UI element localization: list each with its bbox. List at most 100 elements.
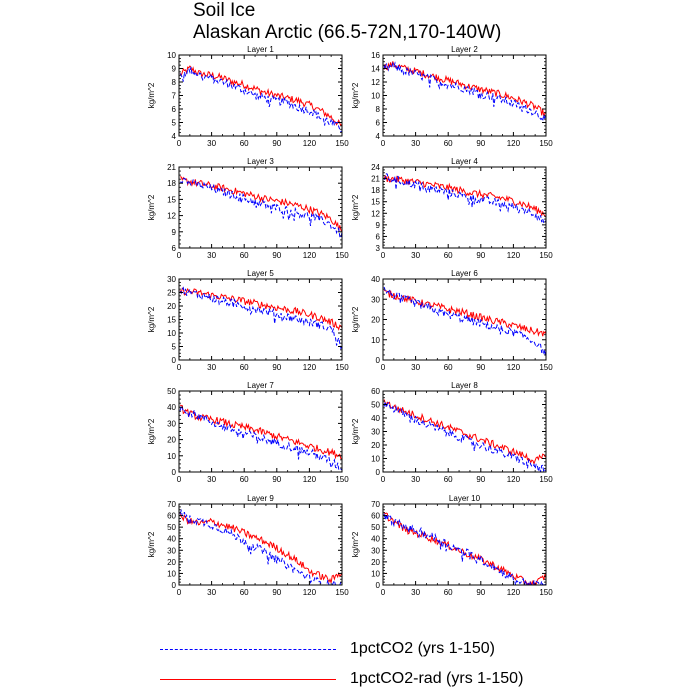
legend-swatch-1pctco2-rad (160, 679, 336, 680)
x-tick-label: 60 (240, 139, 249, 148)
panel-title: Layer 10 (449, 494, 481, 503)
x-tick-label: 90 (272, 363, 281, 372)
x-tick-label: 30 (411, 475, 420, 484)
y-tick-label: 20 (167, 436, 176, 445)
x-tick-label: 30 (207, 588, 216, 597)
x-tick-label: 90 (476, 139, 485, 148)
y-tick-label: 12 (167, 212, 176, 221)
chart-subtitle: Alaskan Arctic (66.5-72N,170-140W) (193, 22, 502, 43)
x-tick-label: 0 (177, 475, 182, 484)
y-tick-label: 15 (167, 316, 176, 325)
y-tick-label: 10 (371, 569, 380, 578)
x-tick-label: 60 (240, 251, 249, 260)
y-tick-label: 20 (167, 302, 176, 311)
y-tick-label: 40 (371, 414, 380, 423)
x-tick-label: 120 (507, 139, 521, 148)
x-tick-label: 90 (272, 139, 281, 148)
y-tick-label: 50 (371, 401, 380, 410)
series-1pctco2-line (180, 177, 342, 240)
x-tick-label: 120 (507, 251, 521, 260)
y-tick-label: 5 (172, 119, 177, 128)
x-tick-label: 90 (272, 475, 281, 484)
x-tick-label: 30 (411, 363, 420, 372)
x-tick-label: 0 (177, 363, 182, 372)
plot-frame (178, 390, 343, 473)
series-1pctco2-line (383, 173, 546, 224)
x-tick-label: 30 (207, 363, 216, 372)
x-tick-label: 120 (303, 139, 317, 148)
y-tick-label: 10 (371, 92, 380, 101)
y-tick-label: 40 (167, 535, 176, 544)
x-tick-label: 30 (411, 251, 420, 260)
y-tick-label: 24 (371, 163, 380, 172)
legend-swatch-1pctco2 (160, 649, 336, 650)
series-1pctco2-rad-line (383, 511, 546, 585)
plot-frame (382, 278, 547, 361)
x-tick-label: 120 (303, 588, 317, 597)
x-tick-label: 60 (240, 363, 249, 372)
x-tick-label: 90 (476, 588, 485, 597)
series-1pctco2-rad-line (383, 61, 546, 117)
y-tick-label: 6 (376, 232, 381, 241)
y-axis-label: kg/m^2 (147, 418, 156, 444)
y-tick-label: 70 (371, 500, 380, 509)
legend-label-1pctco2-rad: 1pctCO2-rad (yrs 1-150) (350, 670, 524, 687)
y-tick-label: 8 (172, 78, 177, 87)
y-tick-label: 30 (167, 546, 176, 555)
series-1pctco2-line (179, 286, 342, 350)
series-1pctco2-line (383, 61, 546, 123)
y-axis-label: kg/m^2 (351, 82, 360, 108)
x-tick-label: 150 (335, 588, 349, 597)
y-tick-label: 30 (371, 295, 380, 304)
y-tick-label: 60 (371, 387, 380, 396)
series-1pctco2-line (383, 513, 546, 585)
y-tick-label: 18 (371, 186, 380, 195)
panel-title: Layer 2 (451, 45, 478, 54)
x-tick-label: 30 (411, 139, 420, 148)
x-tick-label: 150 (539, 588, 553, 597)
x-tick-label: 120 (303, 363, 317, 372)
series-1pctco2-line (383, 286, 546, 358)
plot-frame (382, 390, 547, 473)
y-tick-label: 30 (167, 275, 176, 284)
y-tick-label: 6 (172, 244, 177, 253)
legend-item-1pctco2: 1pctCO2 (yrs 1-150) (160, 638, 560, 660)
x-tick-label: 30 (207, 475, 216, 484)
y-tick-label: 25 (167, 289, 176, 298)
x-tick-label: 150 (539, 475, 553, 484)
y-tick-label: 9 (172, 228, 177, 237)
panel-title: Layer 8 (451, 381, 478, 390)
x-tick-label: 150 (539, 363, 553, 372)
x-tick-label: 0 (177, 251, 182, 260)
panel-title: Layer 1 (247, 45, 274, 54)
y-tick-label: 60 (371, 512, 380, 521)
y-tick-label: 40 (167, 403, 176, 412)
x-tick-label: 90 (476, 363, 485, 372)
chart-figure: Layer 1kg/m^20 30 60 90 120 15045678910Layer … (147, 45, 553, 597)
plot-frame (382, 503, 547, 586)
panel-title: Layer 7 (247, 381, 274, 390)
y-tick-label: 20 (371, 441, 380, 450)
series-1pctco2-rad-line (179, 65, 342, 127)
y-axis-label: kg/m^2 (147, 531, 156, 557)
panel-layer-10: Layer 10 kg/m^2 0 30 60 90 120 150 0 10 20 30 40 50 60… (351, 494, 553, 597)
panel-layer-2: Layer 2 kg/m^2 0 30 60 90 120 150 4 6 8 10 12 14 16 (351, 45, 553, 148)
y-tick-label: 10 (167, 452, 176, 461)
series-1pctco2-rad-line (180, 176, 342, 232)
panel-title: Layer 5 (247, 269, 274, 278)
title-block: Soil Ice Alaskan Arctic (66.5-72N,170-14… (193, 0, 501, 44)
panel-layer-4: Layer 4 kg/m^2 0 30 60 90 120 150 3 6 9 12 15 18 21 24 (351, 157, 553, 260)
y-tick-label: 60 (167, 512, 176, 521)
y-tick-label: 30 (167, 419, 176, 428)
series-1pctco2-line (383, 401, 546, 472)
x-tick-label: 150 (539, 251, 553, 260)
x-tick-label: 0 (177, 588, 182, 597)
x-tick-label: 90 (476, 251, 485, 260)
plot-frame (382, 54, 547, 137)
x-tick-label: 150 (335, 251, 349, 260)
panel-title: Layer 4 (451, 157, 478, 166)
x-tick-label: 60 (444, 588, 453, 597)
y-tick-label: 10 (167, 51, 176, 60)
y-tick-label: 0 (376, 468, 381, 477)
legend-label-1pctco2: 1pctCO2 (yrs 1-150) (350, 640, 495, 657)
